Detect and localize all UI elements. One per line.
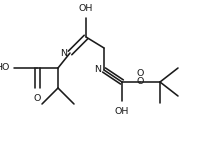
Text: OH: OH bbox=[79, 4, 93, 13]
Text: HO: HO bbox=[0, 63, 9, 72]
Text: O: O bbox=[136, 69, 144, 78]
Text: OH: OH bbox=[115, 107, 129, 116]
Text: O: O bbox=[33, 94, 41, 103]
Text: N: N bbox=[94, 66, 101, 74]
Text: O: O bbox=[136, 78, 144, 86]
Text: N: N bbox=[60, 49, 67, 58]
